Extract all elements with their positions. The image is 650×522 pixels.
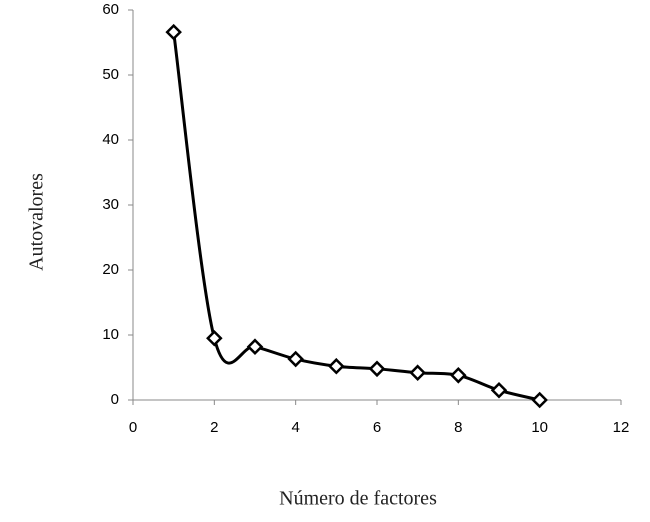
data-marker [328, 357, 345, 375]
x-tick-label: 6 [373, 419, 381, 436]
x-tick-label: 4 [291, 419, 299, 436]
data-marker [450, 367, 467, 384]
y-tick-label: 0 [111, 391, 119, 408]
data-marker [409, 364, 426, 381]
y-tick-label: 10 [102, 326, 119, 343]
y-tick-label: 50 [102, 66, 119, 83]
data-marker [531, 391, 548, 409]
x-axis-title: Número de factores [279, 488, 437, 510]
data-marker [368, 360, 386, 378]
y-tick-label: 60 [102, 1, 119, 18]
data-marker [206, 329, 223, 347]
x-tick-label: 10 [531, 419, 548, 436]
y-tick-label: 30 [102, 196, 119, 213]
data-marker [165, 23, 182, 41]
x-tick-label: 0 [129, 419, 137, 436]
y-tick-label: 20 [102, 261, 119, 278]
y-axis-title: Autovalores [26, 173, 48, 271]
x-tick-label: 2 [210, 419, 218, 436]
x-tick-label: 8 [454, 419, 462, 436]
data-marker [287, 350, 304, 368]
y-tick-label: 40 [102, 131, 119, 148]
data-marker [246, 338, 264, 355]
x-tick-label: 12 [613, 419, 630, 436]
data-line [172, 31, 541, 402]
data-marker [490, 381, 508, 399]
